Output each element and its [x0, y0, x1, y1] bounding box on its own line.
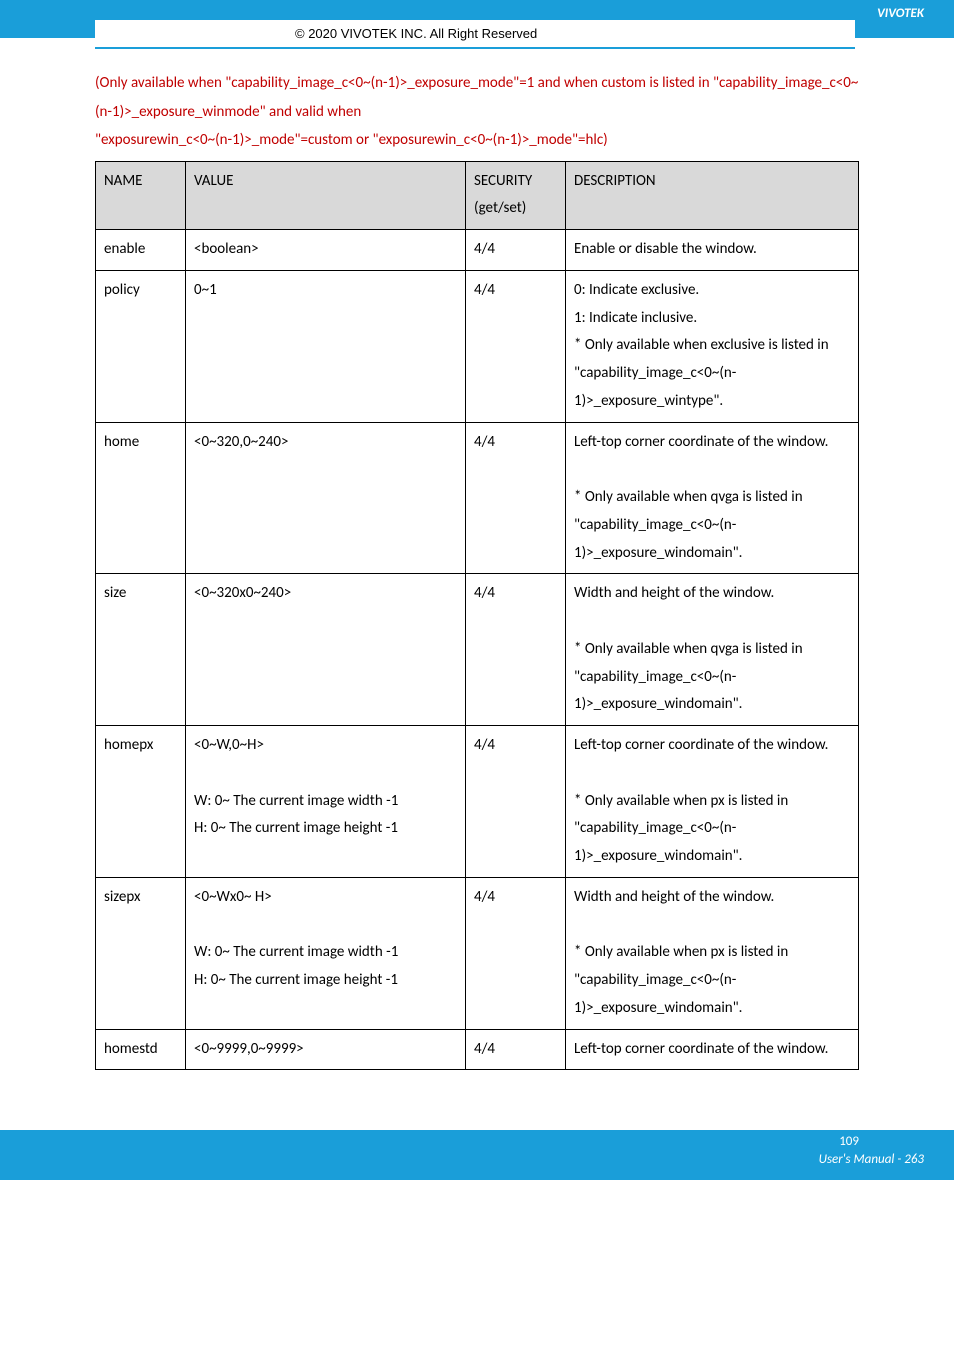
table-row: size<0~320x0~240>4/4Width and height of …	[96, 574, 859, 726]
cell-security: 4/4	[466, 1029, 566, 1070]
cell-security: 4/4	[466, 230, 566, 271]
table-row: homepx<0~W,0~H>W: 0~ The current image w…	[96, 726, 859, 878]
cell-security: 4/4	[466, 726, 566, 878]
cell-description: Left-top corner coordinate of the window…	[566, 422, 859, 574]
copyright-bar: © 2020 VIVOTEK INC. All Right Reserved	[95, 20, 855, 49]
cell-value: <0~W,0~H>W: 0~ The current image width -…	[186, 726, 466, 878]
cell-name: policy	[96, 270, 186, 422]
table-row: sizepx<0~Wx0~ H>W: 0~ The current image …	[96, 877, 859, 1029]
intro-line2: "exposurewin_c<0~(n-1)>_mode"=custom or …	[95, 131, 608, 149]
th-description: DESCRIPTION	[566, 161, 859, 230]
th-name: NAME	[96, 161, 186, 230]
table-row: homestd<0~9999,0~9999>4/4Left-top corner…	[96, 1029, 859, 1070]
cell-security: 4/4	[466, 422, 566, 574]
th-security: SECURITY (get/set)	[466, 161, 566, 230]
cell-value: <boolean>	[186, 230, 466, 271]
page-number-inner: 109	[839, 1134, 859, 1149]
cell-name: enable	[96, 230, 186, 271]
footer-band: 109 User's Manual - 263	[0, 1130, 954, 1180]
cell-description: Enable or disable the window.	[566, 230, 859, 271]
cell-name: homepx	[96, 726, 186, 878]
table-row: home<0~320,0~240>4/4Left-top corner coor…	[96, 422, 859, 574]
cell-description: Left-top corner coordinate of the window…	[566, 1029, 859, 1070]
cell-value: <0~Wx0~ H>W: 0~ The current image width …	[186, 877, 466, 1029]
table-body: enable<boolean>4/4Enable or disable the …	[96, 230, 859, 1070]
cell-security: 4/4	[466, 574, 566, 726]
cell-security: 4/4	[466, 270, 566, 422]
cell-description: Width and height of the window.* Only av…	[566, 574, 859, 726]
manual-page-label: User's Manual - 263	[819, 1152, 924, 1167]
cell-name: size	[96, 574, 186, 726]
cell-value: <0~320x0~240>	[186, 574, 466, 726]
table-row: policy0~14/40: Indicate exclusive.1: Ind…	[96, 270, 859, 422]
header-brand: VIVOTEK	[877, 6, 924, 21]
cell-name: sizepx	[96, 877, 186, 1029]
cell-value: <0~320,0~240>	[186, 422, 466, 574]
th-value: VALUE	[186, 161, 466, 230]
cell-security: 4/4	[466, 877, 566, 1029]
cell-name: homestd	[96, 1029, 186, 1070]
content-area: (Only available when "capability_image_c…	[0, 49, 954, 1130]
table-row: enable<boolean>4/4Enable or disable the …	[96, 230, 859, 271]
cell-name: home	[96, 422, 186, 574]
params-table: NAME VALUE SECURITY (get/set) DESCRIPTIO…	[95, 161, 859, 1071]
table-header-row: NAME VALUE SECURITY (get/set) DESCRIPTIO…	[96, 161, 859, 230]
cell-description: Left-top corner coordinate of the window…	[566, 726, 859, 878]
cell-value: 0~1	[186, 270, 466, 422]
intro-text: (Only available when "capability_image_c…	[95, 69, 859, 155]
cell-description: 0: Indicate exclusive.1: Indicate inclus…	[566, 270, 859, 422]
cell-description: Width and height of the window.* Only av…	[566, 877, 859, 1029]
cell-value: <0~9999,0~9999>	[186, 1029, 466, 1070]
intro-line1: (Only available when "capability_image_c…	[95, 74, 858, 121]
